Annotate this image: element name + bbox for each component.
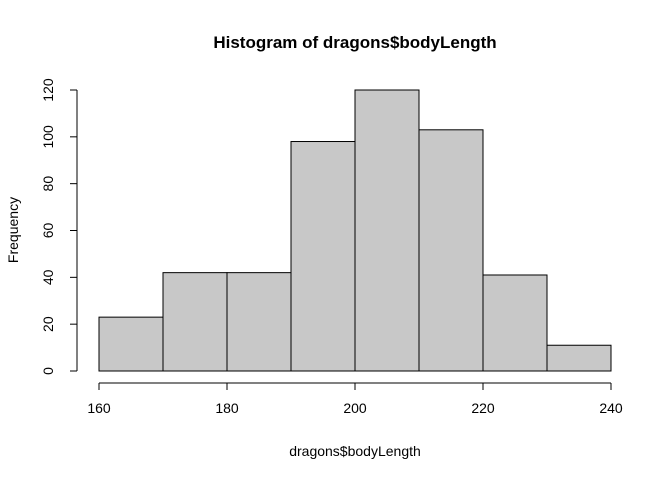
histogram-bar <box>354 89 420 372</box>
y-tick-label: 80 <box>40 176 56 192</box>
x-axis: 160 180 200 220 240 <box>87 382 623 416</box>
y-tick-label: 100 <box>40 125 56 149</box>
histogram-bar <box>290 141 356 372</box>
x-tick-label: 160 <box>87 400 111 416</box>
x-tick-label: 180 <box>215 400 239 416</box>
y-tick-label: 40 <box>40 269 56 285</box>
y-tick-label: 120 <box>40 78 56 102</box>
histogram-bar <box>226 272 292 372</box>
histogram-bar <box>98 316 164 372</box>
histogram-bar <box>546 344 612 372</box>
y-tick-label: 0 <box>40 367 56 375</box>
x-tick-label: 240 <box>599 400 623 416</box>
x-axis-label: dragons$bodyLength <box>289 443 421 459</box>
y-tick-label: 60 <box>40 223 56 239</box>
histogram-bar <box>482 274 548 372</box>
x-tick-label: 200 <box>343 400 367 416</box>
histogram-bar <box>162 272 228 372</box>
x-tick-label: 220 <box>471 400 495 416</box>
y-axis-label: Frequency <box>5 197 21 263</box>
chart-title: Histogram of dragons$bodyLength <box>213 33 496 52</box>
y-tick-label: 20 <box>40 316 56 332</box>
y-axis: 0 20 40 60 80 100 120 <box>40 78 78 375</box>
histogram-bar <box>418 129 484 372</box>
bars-group <box>98 89 612 372</box>
